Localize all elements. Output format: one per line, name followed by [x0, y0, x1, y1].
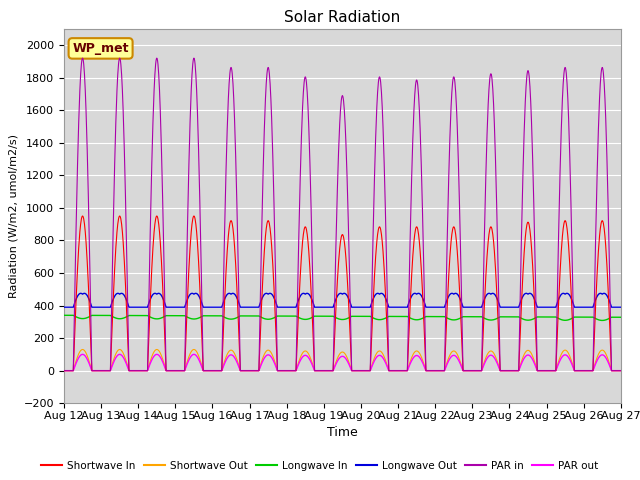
- Y-axis label: Radiation (W/m2, umol/m2/s): Radiation (W/m2, umol/m2/s): [8, 134, 18, 298]
- Legend: Shortwave In, Shortwave Out, Longwave In, Longwave Out, PAR in, PAR out: Shortwave In, Shortwave Out, Longwave In…: [37, 456, 603, 475]
- Title: Solar Radiation: Solar Radiation: [284, 10, 401, 25]
- Text: WP_met: WP_met: [72, 42, 129, 55]
- X-axis label: Time: Time: [327, 426, 358, 439]
